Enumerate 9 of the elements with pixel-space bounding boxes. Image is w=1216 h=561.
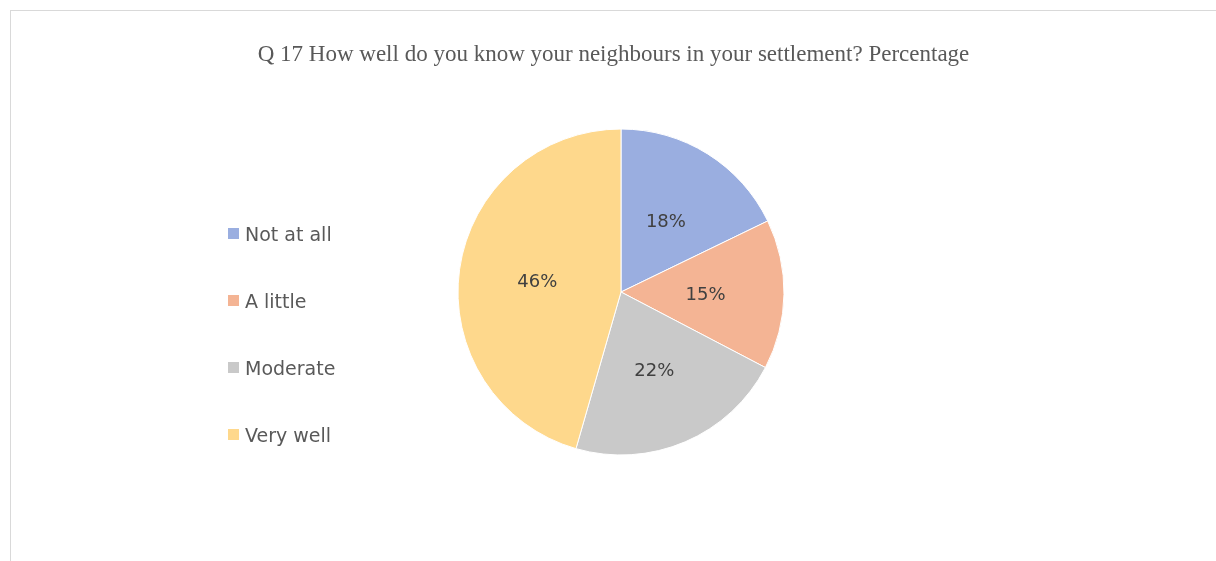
legend-label: Very well <box>245 423 332 446</box>
legend-label: A little <box>245 289 307 312</box>
data-label: 18% <box>645 209 686 231</box>
legend-label: Not at all <box>245 222 332 245</box>
chart-title: Q 17 How well do you know your neighbours in your settlement? Percentage <box>257 41 970 66</box>
legend-label: Moderate <box>245 356 336 379</box>
data-label: 46% <box>517 269 558 291</box>
data-label: 15% <box>685 282 726 304</box>
data-label: 22% <box>634 359 675 381</box>
